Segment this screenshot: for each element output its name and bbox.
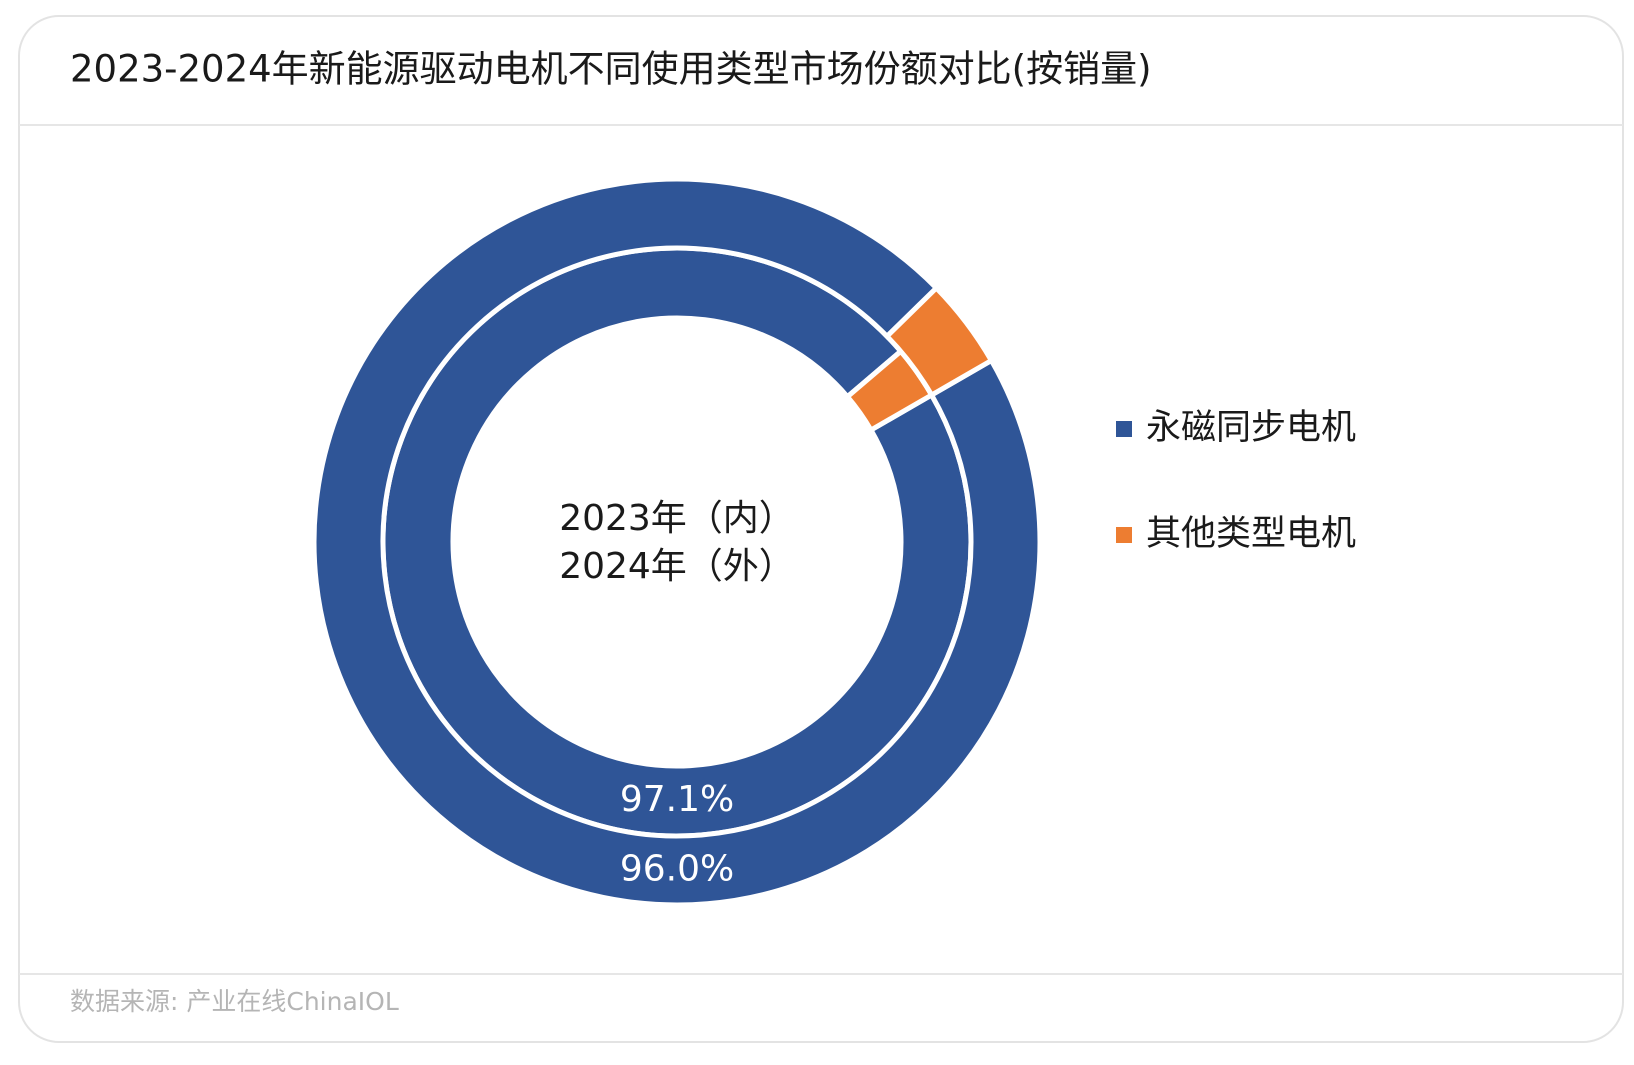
legend-swatch — [1116, 421, 1132, 437]
legend-label: 永磁同步电机 — [1146, 408, 1356, 448]
data-label: 97.1% — [620, 779, 734, 820]
legend-label: 其他类型电机 — [1146, 514, 1356, 554]
chart-title: 2023-2024年新能源驱动电机不同使用类型市场份额对比(按销量) — [70, 48, 1152, 91]
card — [18, 15, 1624, 1043]
legend-swatch — [1116, 527, 1132, 543]
donut-slice — [883, 284, 995, 399]
center-label: 2024年（外） — [559, 546, 795, 587]
source-note: 数据来源: 产业在线ChinaIOL — [70, 987, 399, 1016]
donut-slice — [311, 176, 1043, 908]
center-label: 2023年（内） — [559, 498, 795, 539]
data-label: 96.0% — [620, 849, 734, 890]
